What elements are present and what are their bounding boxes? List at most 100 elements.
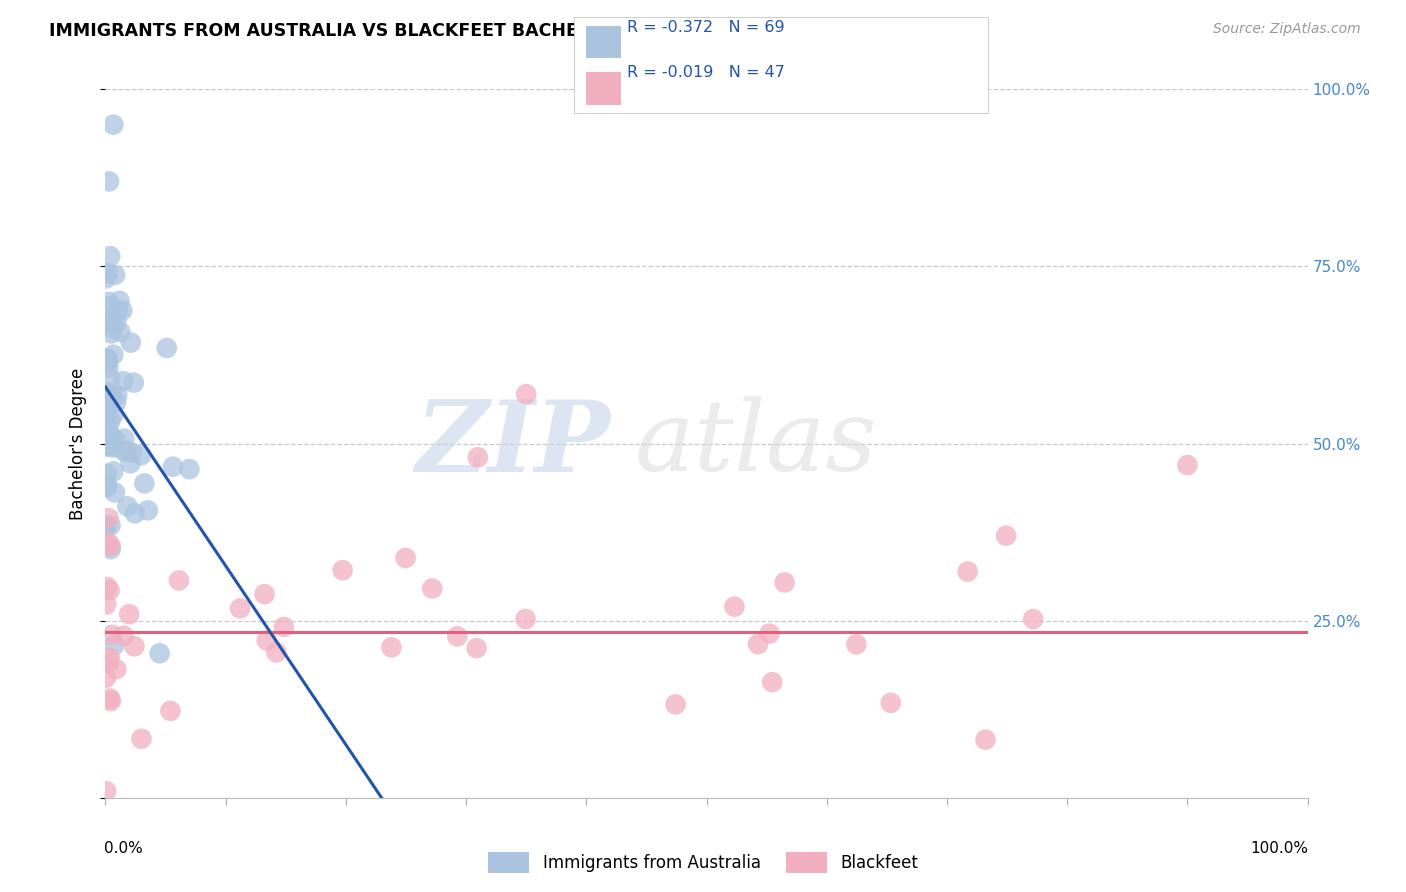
Point (97, 535, 120, 549)
Point (253, 587, 276, 601)
Point (332, 563, 354, 577)
Point (121, 445, 143, 459)
Point (105, 314, 128, 328)
Point (114, 443, 136, 458)
Point (105, 662, 128, 676)
Point (96, 351, 118, 366)
Text: 100.0%: 100.0% (1251, 841, 1309, 856)
Point (97, 385, 120, 400)
Point (149, 646, 172, 660)
Point (103, 348, 125, 362)
Point (103, 638, 125, 652)
Point (97, 656, 120, 670)
Point (723, 599, 745, 614)
Point (108, 293, 131, 308)
Point (104, 485, 127, 500)
Point (105, 388, 128, 402)
Legend: Immigrants from Australia, Blackfeet: Immigrants from Australia, Blackfeet (481, 846, 925, 880)
Point (100, 542, 122, 557)
Point (179, 462, 201, 476)
Point (98, 414, 121, 428)
Point (974, 732, 997, 747)
Point (162, 459, 184, 474)
Point (515, 612, 537, 626)
Point (112, 374, 135, 388)
Point (104, 433, 127, 447)
Point (266, 645, 288, 659)
Point (112, 432, 135, 446)
Point (96, 481, 118, 495)
Point (103, 408, 125, 422)
Point (94, 671, 117, 685)
Point (94, 784, 117, 798)
Point (101, 431, 124, 445)
Point (747, 637, 769, 651)
Point (96, 467, 118, 481)
Point (420, 582, 443, 596)
Point (229, 601, 252, 615)
Point (131, 731, 153, 746)
Point (773, 575, 796, 590)
Point (101, 441, 124, 455)
Point (100, 694, 122, 708)
Point (97, 294, 120, 309)
Point (94, 518, 117, 533)
Point (101, 628, 124, 642)
Point (96, 478, 118, 492)
Point (134, 476, 156, 491)
Point (380, 640, 402, 655)
Text: R = -0.019   N = 47: R = -0.019 N = 47 (627, 65, 785, 80)
Point (256, 633, 278, 648)
Point (114, 444, 136, 458)
Point (159, 704, 181, 718)
Point (761, 675, 783, 690)
Text: atlas: atlas (634, 396, 877, 491)
Point (98, 583, 121, 598)
Point (122, 376, 145, 390)
Point (112, 629, 135, 643)
Point (97, 266, 120, 280)
Point (394, 551, 416, 566)
Point (97, 353, 120, 368)
Point (96, 300, 118, 314)
Point (103, 464, 125, 478)
Point (273, 620, 295, 634)
Point (96, 580, 118, 594)
Point (94, 404, 117, 418)
Point (97, 360, 120, 375)
Point (136, 503, 159, 517)
Point (98, 691, 121, 706)
Point (1175, 458, 1198, 472)
Point (96, 356, 118, 370)
Point (111, 303, 134, 318)
Text: R = -0.372   N = 69: R = -0.372 N = 69 (627, 20, 785, 35)
Point (104, 268, 127, 282)
Point (880, 696, 903, 710)
Point (96, 390, 118, 404)
Point (98, 371, 121, 385)
Point (118, 607, 141, 622)
Point (101, 322, 124, 336)
Point (117, 500, 139, 514)
Point (167, 574, 190, 588)
Point (98, 650, 121, 665)
Point (131, 448, 153, 462)
Point (664, 698, 686, 712)
Point (100, 326, 122, 341)
Point (100, 518, 122, 533)
Point (995, 529, 1018, 543)
Point (124, 640, 146, 654)
Point (100, 539, 122, 553)
Point (110, 325, 132, 339)
Point (97, 511, 120, 525)
Text: Source: ZipAtlas.com: Source: ZipAtlas.com (1213, 22, 1361, 37)
Point (845, 637, 868, 651)
Point (515, 387, 537, 401)
Point (94, 401, 117, 415)
Point (465, 641, 488, 656)
Point (956, 565, 979, 579)
Point (100, 316, 122, 330)
Point (96, 410, 118, 425)
Point (105, 395, 128, 409)
Y-axis label: Bachelor's Degree: Bachelor's Degree (69, 368, 87, 520)
